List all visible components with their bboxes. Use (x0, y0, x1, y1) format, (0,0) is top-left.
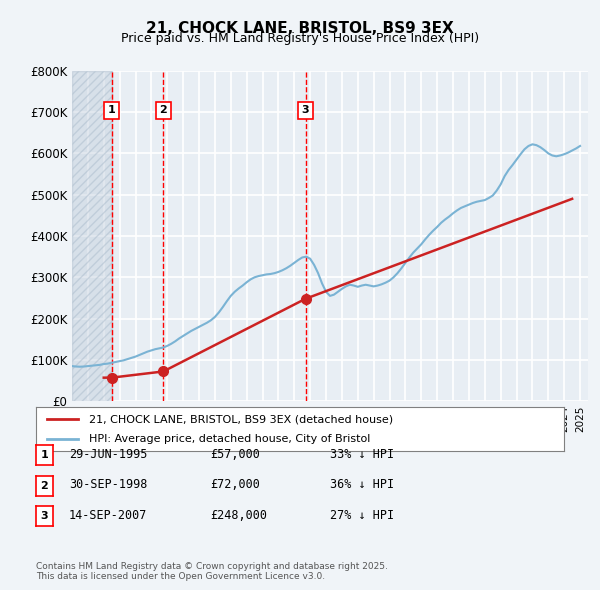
Text: 3: 3 (302, 106, 310, 116)
Text: Contains HM Land Registry data © Crown copyright and database right 2025.
This d: Contains HM Land Registry data © Crown c… (36, 562, 388, 581)
Text: 30-SEP-1998: 30-SEP-1998 (69, 478, 148, 491)
Text: £248,000: £248,000 (210, 509, 267, 522)
Bar (72, 71, 112, 401)
Text: Price paid vs. HM Land Registry's House Price Index (HPI): Price paid vs. HM Land Registry's House … (121, 32, 479, 45)
Text: 33% ↓ HPI: 33% ↓ HPI (330, 448, 394, 461)
Text: 21, CHOCK LANE, BRISTOL, BS9 3EX: 21, CHOCK LANE, BRISTOL, BS9 3EX (146, 21, 454, 35)
Text: 2: 2 (41, 481, 48, 490)
Text: 3: 3 (41, 512, 48, 521)
Text: £72,000: £72,000 (210, 478, 260, 491)
Text: 1: 1 (41, 450, 48, 460)
Text: 29-JUN-1995: 29-JUN-1995 (69, 448, 148, 461)
Text: HPI: Average price, detached house, City of Bristol: HPI: Average price, detached house, City… (89, 434, 370, 444)
Text: 21, CHOCK LANE, BRISTOL, BS9 3EX (detached house): 21, CHOCK LANE, BRISTOL, BS9 3EX (detach… (89, 415, 393, 424)
Text: 1: 1 (107, 106, 115, 116)
Text: 36% ↓ HPI: 36% ↓ HPI (330, 478, 394, 491)
Text: 14-SEP-2007: 14-SEP-2007 (69, 509, 148, 522)
Text: 2: 2 (160, 106, 167, 116)
Text: 27% ↓ HPI: 27% ↓ HPI (330, 509, 394, 522)
Text: £57,000: £57,000 (210, 448, 260, 461)
